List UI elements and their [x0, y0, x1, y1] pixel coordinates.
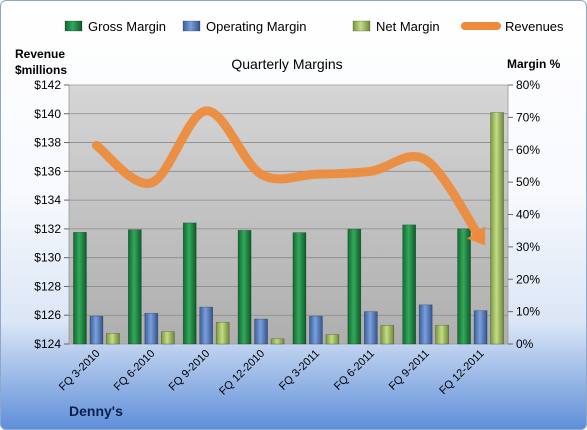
bar-gross-margin: [457, 228, 471, 345]
bar-operating-margin: [199, 306, 213, 345]
bar-gross-margin: [347, 228, 362, 345]
category-label: FQ 12-2010: [217, 348, 267, 398]
legend-swatch-operating-margin: [182, 20, 201, 32]
bar-operating-margin: [418, 304, 433, 345]
brand-label: Denny's: [69, 403, 123, 419]
legend-label: Revenues: [505, 19, 564, 34]
revenues-arrowhead: [466, 226, 486, 246]
left-tick-label: $136: [34, 164, 61, 178]
left-tick-label: $132: [34, 222, 61, 236]
bar-gross-margin: [128, 229, 142, 345]
bar-operating-margin: [309, 315, 323, 345]
right-tick-label: 60%: [516, 143, 540, 157]
left-tick-label: $126: [34, 308, 61, 322]
left-axis-label-line2: $millions: [15, 63, 67, 77]
bar-operating-margin: [89, 315, 104, 345]
right-tick-label: 10%: [516, 305, 540, 319]
bar-net-margin: [490, 112, 504, 345]
bar-operating-margin: [144, 312, 159, 345]
left-tick-label: $138: [34, 136, 61, 150]
category-label: FQ 3-2011: [277, 348, 322, 393]
right-tick-label: 30%: [516, 240, 540, 254]
plot-area: [68, 84, 509, 345]
legend-label: Net Margin: [376, 19, 440, 34]
left-tick-label: $130: [34, 251, 61, 265]
bar-gross-margin: [182, 222, 197, 345]
right-axis-label: Margin %: [507, 57, 561, 71]
bar-net-margin: [106, 333, 120, 345]
left-axis-label-line1: Revenue: [15, 47, 65, 61]
bar-operating-margin: [254, 318, 268, 345]
right-tick-label: 40%: [516, 208, 540, 222]
right-tick-label: 80%: [516, 78, 540, 92]
right-tick-label: 20%: [516, 272, 540, 286]
bar-gross-margin: [73, 232, 87, 345]
category-label: FQ 12-2011: [437, 348, 486, 397]
revenues-line: [91, 106, 486, 244]
bar-net-margin: [270, 338, 285, 345]
left-tick-label: $124: [34, 337, 61, 351]
bar-gross-margin: [402, 224, 416, 345]
right-tick-label: 0%: [516, 337, 534, 351]
legend-label: Gross Margin: [88, 19, 166, 34]
chart-title: Quarterly Margins: [231, 56, 342, 72]
legend-label: Operating Margin: [206, 19, 306, 34]
bar-net-margin: [380, 325, 395, 345]
left-tick-label: $134: [34, 193, 61, 207]
legend-swatch-net-margin: [352, 20, 371, 32]
bar-operating-margin: [473, 310, 488, 345]
left-tick-label: $142: [34, 78, 61, 92]
bar-operating-margin: [364, 311, 378, 345]
right-tick-label: 50%: [516, 175, 540, 189]
left-tick-label: $140: [34, 107, 61, 121]
category-label: FQ 6-2011: [332, 348, 377, 393]
bar-gross-margin: [292, 232, 307, 345]
bar-net-margin: [435, 324, 449, 345]
category-label: FQ 6-2010: [112, 348, 158, 394]
bar-gross-margin: [237, 230, 252, 345]
bar-net-margin: [215, 322, 230, 345]
right-tick-label: 70%: [516, 110, 540, 124]
bar-net-margin: [161, 331, 175, 345]
category-label: FQ 3-2010: [57, 348, 103, 394]
category-label: FQ 9-2011: [387, 348, 432, 393]
left-tick-label: $128: [34, 279, 61, 293]
bar-net-margin: [325, 334, 340, 345]
category-label: FQ 9-2010: [167, 348, 213, 394]
legend-swatch-gross-margin: [64, 20, 83, 32]
